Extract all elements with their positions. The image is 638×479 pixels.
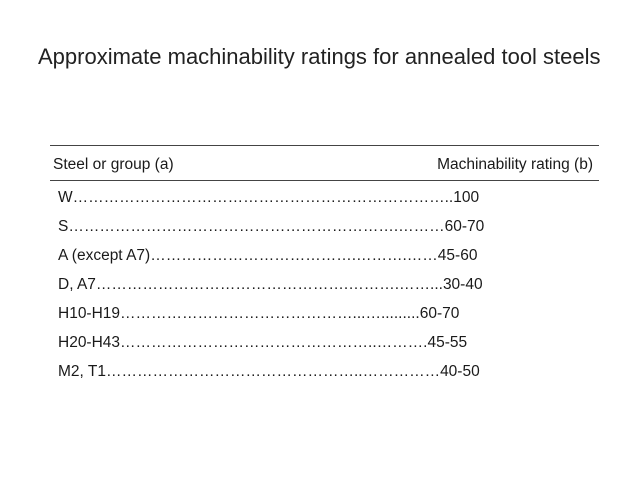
column-header-steel: Steel or group (a) — [53, 156, 174, 173]
table-row: S……………………………………………………….………60-70 — [58, 218, 485, 235]
column-header-rating: Machinability rating (b) — [437, 156, 593, 173]
table-row: W………………………………………………………………..100 — [58, 189, 480, 206]
table-row: D, A7………………………………………….……….……...30-40 — [58, 276, 483, 293]
table-row: H20-H43…………………………………………..……….45-55 — [58, 334, 468, 351]
table-top-rule — [50, 145, 599, 146]
table-row: H10-H19………………………………………...….........60-70 — [58, 305, 460, 322]
table-row: A (except A7)………………………………….……….……45-60 — [58, 247, 478, 264]
slide-title: Approximate machinability ratings for an… — [38, 44, 601, 69]
table-row: M2, T1…………………………………………..……………40-50 — [58, 363, 480, 380]
table-header-row: Steel or group (a) Machinability rating … — [53, 155, 593, 175]
table-body: W………………………………………………………………..100 S……………………… — [58, 188, 538, 391]
table-header-rule — [50, 180, 599, 181]
